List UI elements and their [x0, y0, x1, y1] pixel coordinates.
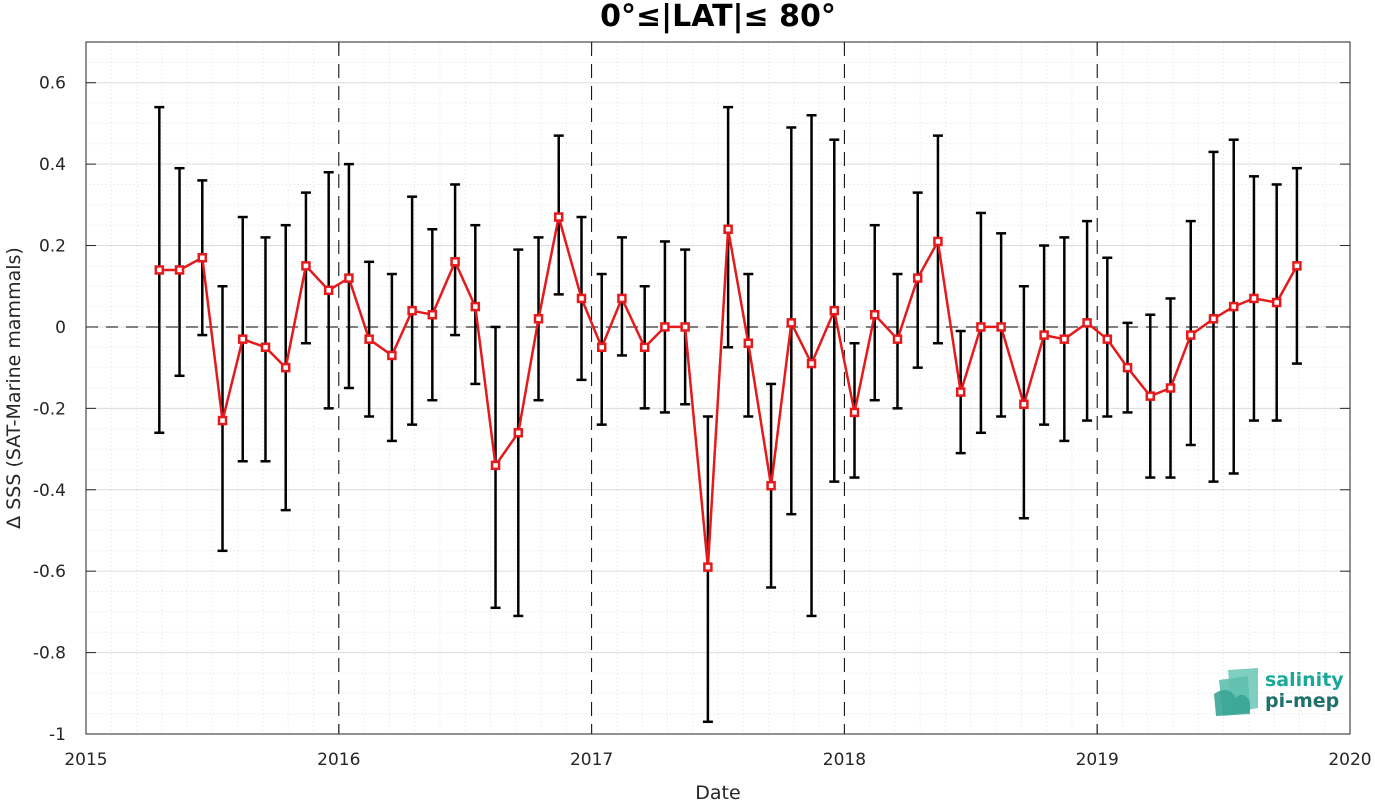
data-point: [617, 293, 627, 304]
logo-line1: salinity: [1265, 669, 1344, 691]
data-point: [996, 322, 1006, 332]
data-point: [955, 387, 966, 397]
data-point: [1208, 314, 1219, 324]
data-point: [933, 236, 943, 247]
data-point: [427, 309, 438, 320]
data-point: [1165, 383, 1176, 393]
data-point: [1249, 293, 1259, 304]
data-point: [912, 273, 923, 283]
data-point: [197, 252, 208, 263]
data-point: [154, 265, 165, 275]
data-point: [387, 350, 397, 361]
salinity-pimep-logo: salinity pi-mep: [1214, 668, 1344, 716]
y-tick-label: 0.2: [39, 237, 66, 257]
data-point: [1019, 399, 1029, 410]
x-tick-labels: 2015 2016 2017 2018 2019 2020: [64, 750, 1371, 770]
data-point: [237, 334, 248, 344]
chart-title: 0°≤|LAT|≤ 80°: [600, 0, 836, 34]
data-point: [1145, 391, 1156, 401]
data-point: [407, 305, 417, 316]
data-point: [174, 265, 185, 275]
data-point: [680, 322, 690, 332]
data-point: [849, 407, 860, 418]
x-tick-label: 2019: [1076, 750, 1119, 770]
data-point: [1271, 297, 1282, 308]
data-point: [553, 212, 564, 222]
x-tick-label: 2018: [823, 750, 866, 770]
data-point: [829, 305, 840, 316]
data-point: [1122, 362, 1133, 373]
data-point: [1059, 334, 1070, 344]
data-point: [513, 428, 524, 438]
data-point: [1039, 330, 1049, 340]
logo-icon: [1214, 668, 1258, 716]
data-point: [1082, 318, 1092, 328]
data-point: [596, 342, 607, 353]
y-tick-label: 0.4: [39, 155, 66, 175]
y-tick-labels: 0.6 0.4 0.2 0 -0.2 -0.4 -0.6 -0.8 -1: [33, 74, 66, 745]
data-point: [660, 322, 670, 332]
x-tick-label: 2015: [64, 750, 107, 770]
y-tick-label: -0.8: [33, 644, 66, 664]
logo-line2: pi-mep: [1265, 690, 1339, 712]
x-axis-label: Date: [695, 782, 740, 801]
x-tick-label: 2017: [570, 750, 613, 770]
data-point: [743, 338, 754, 348]
y-tick-label: -1: [49, 725, 66, 745]
x-tick-label: 2016: [317, 750, 360, 770]
data-point: [723, 224, 733, 234]
data-point: [1292, 261, 1302, 271]
x-tick-label: 2020: [1328, 750, 1371, 770]
data-point: [976, 322, 986, 332]
minor-grid: [86, 41, 1350, 734]
axis-ticks: [85, 42, 1351, 735]
data-point: [470, 301, 481, 312]
data-point: [344, 273, 354, 283]
data-point: [806, 358, 817, 369]
data-point: [450, 257, 460, 267]
data-point: [1185, 330, 1196, 340]
data-point: [576, 293, 587, 304]
data-point: [323, 285, 334, 296]
data-point: [1228, 301, 1239, 312]
data-point: [1102, 334, 1113, 344]
series-group: [154, 212, 1302, 572]
y-tick-label: -0.2: [33, 399, 66, 419]
data-point: [639, 342, 650, 353]
y-tick-label: 0: [55, 318, 66, 338]
data-point: [533, 314, 544, 324]
plot-frame: [85, 41, 1351, 735]
data-point: [217, 415, 228, 426]
data-point: [490, 460, 501, 471]
data-point: [364, 334, 374, 344]
data-point: [260, 342, 271, 353]
data-point: [892, 334, 903, 344]
data-point: [786, 318, 797, 328]
data-point: [869, 309, 880, 320]
y-axis-label: Δ SSS (SAT-Marine mammals): [3, 247, 25, 529]
data-point: [301, 261, 311, 271]
year-separator-lines: [338, 42, 1098, 734]
y-tick-label: -0.4: [33, 481, 66, 501]
data-point: [280, 362, 291, 373]
y-tick-label: 0.6: [39, 74, 66, 94]
data-point: [703, 562, 713, 572]
y-tick-label: -0.6: [33, 562, 66, 582]
data-point: [766, 480, 776, 491]
